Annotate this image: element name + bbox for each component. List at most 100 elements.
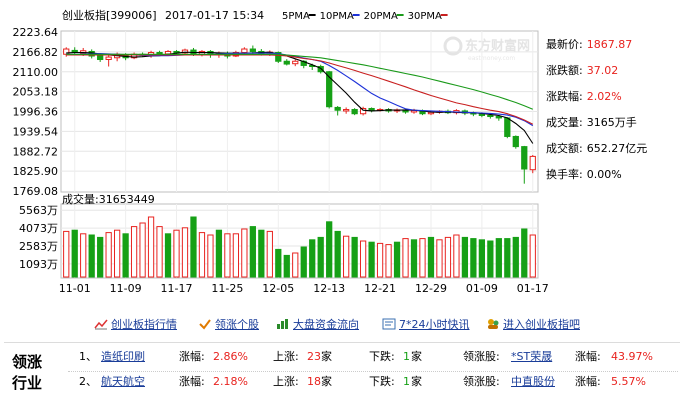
price-axis: 2223.64 2166.82 2110.00 2053.18 1996.36 1939.… bbox=[13, 26, 59, 198]
stat-turnover-amount: 成交额: 652.27亿元 bbox=[546, 142, 648, 155]
volume-bar bbox=[122, 233, 129, 278]
price-tick-label: 1769.08 bbox=[13, 185, 59, 198]
date-tick-label: 11-09 bbox=[110, 282, 142, 295]
volume-bar bbox=[114, 229, 121, 278]
volume-bar bbox=[164, 233, 172, 278]
volume-bar bbox=[436, 239, 443, 278]
candle-body bbox=[487, 114, 494, 118]
candle-body bbox=[292, 60, 299, 65]
candle-body bbox=[317, 66, 324, 73]
ma-legend: 5PMA 10PMA 20PMA 30PMA bbox=[282, 11, 448, 22]
volume-bar bbox=[461, 236, 469, 278]
ma-line-10pma bbox=[66, 52, 534, 127]
volume-bar bbox=[292, 252, 299, 278]
candle-body bbox=[326, 71, 333, 108]
row-divider bbox=[68, 371, 678, 372]
volume-tick-label: 5563万 bbox=[19, 204, 58, 217]
volume-bar bbox=[317, 236, 324, 278]
candle-series bbox=[63, 45, 536, 184]
candle-body bbox=[241, 48, 248, 54]
link-market-fund-flow[interactable]: 大盘资金流向 bbox=[276, 316, 359, 332]
link-24h-news[interactable]: 7*24小时快讯 bbox=[382, 316, 470, 332]
volume-bar bbox=[410, 239, 418, 278]
candle-body bbox=[283, 60, 290, 65]
link-index-forum[interactable]: 进入创业板指吧 bbox=[486, 316, 580, 332]
candle-body bbox=[173, 50, 180, 54]
candle-body bbox=[97, 55, 104, 61]
price-tick-label: 1939.54 bbox=[13, 125, 59, 138]
candle-body bbox=[63, 48, 70, 55]
candle-body bbox=[275, 52, 282, 62]
ma-line-30pma bbox=[66, 54, 534, 125]
trend-chart-icon bbox=[94, 319, 108, 330]
volume-bar bbox=[368, 241, 375, 278]
leading-stock-link[interactable]: 中直股份 bbox=[511, 375, 555, 388]
candle-body bbox=[521, 146, 528, 170]
candle-body bbox=[105, 56, 112, 61]
date-tick-label: 11-01 bbox=[59, 282, 91, 295]
candle-body bbox=[512, 135, 519, 148]
volume-bar bbox=[359, 240, 367, 278]
ma-legend-label: 10PMA bbox=[320, 11, 354, 22]
candle-body bbox=[334, 106, 341, 111]
stat-change-percent: 涨跌幅: 2.02% bbox=[546, 90, 622, 103]
volume-bar bbox=[130, 226, 138, 278]
volume-bar bbox=[470, 238, 477, 278]
chart-datetime: 2017-01-17 15:34 bbox=[165, 9, 264, 22]
volume-bar bbox=[63, 230, 70, 278]
link-leading-stocks[interactable]: 领涨个股 bbox=[198, 316, 259, 332]
volume-bar bbox=[181, 227, 189, 278]
eastmoney-watermark: 东方财富网 eastmoney.com bbox=[443, 36, 530, 62]
volume-bar bbox=[343, 235, 350, 278]
volume-bar bbox=[258, 229, 265, 278]
volume-bar bbox=[402, 238, 409, 278]
volume-bar bbox=[139, 222, 146, 278]
date-tick-label: 11-17 bbox=[161, 282, 193, 295]
clock-news-icon bbox=[382, 318, 396, 330]
quote-stats: 最新价: 1867.87 涨跌额: 37.02 涨跌幅: 2.02% 成交量: 3165… bbox=[546, 32, 682, 188]
volume-bar bbox=[224, 233, 231, 278]
price-tick-label: 2166.82 bbox=[13, 46, 59, 59]
index-name-code: 创业板指[399006] bbox=[62, 8, 157, 22]
candle-body bbox=[495, 116, 502, 119]
date-tick-label: 12-21 bbox=[364, 282, 396, 295]
ma-legend-label: 20PMA bbox=[364, 11, 398, 22]
date-tick-label: 01-17 bbox=[517, 282, 549, 295]
date-tick-label: 12-29 bbox=[415, 282, 447, 295]
price-tick-label: 2053.18 bbox=[13, 86, 59, 99]
volume-bar bbox=[300, 246, 307, 278]
leading-sectors-title: 领涨行业 bbox=[12, 353, 43, 392]
stat-turnover-rate: 换手率: 0.00% bbox=[546, 168, 622, 181]
forum-people-icon bbox=[488, 319, 499, 329]
kline-chart: 创业板指[399006] 2017-01-17 15:34 5PMA 10PMA 2… bbox=[13, 8, 549, 295]
volume-bar bbox=[232, 233, 240, 278]
volume-bar bbox=[88, 234, 95, 278]
leading-stock-icon bbox=[199, 319, 211, 330]
sector-change: 2.86% bbox=[213, 350, 248, 363]
ma-legend-label: 5PMA bbox=[282, 11, 310, 22]
volume-bar bbox=[156, 226, 163, 278]
volume-tick-label: 4073万 bbox=[19, 222, 58, 235]
date-axis: 11-01 11-09 11-17 11-25 12-05 12-13 12-21 12-29… bbox=[59, 282, 549, 295]
volume-bar bbox=[215, 229, 223, 278]
candle-body bbox=[529, 155, 536, 171]
quick-links-bar: 创业板指行情 领涨个股 大盘资金流向 7*24小时快讯 进入创业板指吧 bbox=[94, 316, 594, 334]
volume-bar bbox=[393, 241, 401, 278]
ma-legend-label: 30PMA bbox=[408, 11, 442, 22]
svg-text:东方财富网: 东方财富网 bbox=[465, 38, 530, 54]
leading-stock-link[interactable]: *ST荣晟 bbox=[511, 350, 553, 363]
volume-bar bbox=[97, 236, 104, 278]
sector-name-link[interactable]: 航天航空 bbox=[101, 375, 145, 388]
volume-bar bbox=[487, 240, 494, 278]
ma-line-5pma bbox=[66, 51, 534, 144]
price-tick-label: 2110.00 bbox=[13, 66, 59, 79]
date-tick-label: 12-05 bbox=[262, 282, 294, 295]
link-index-quote[interactable]: 创业板指行情 bbox=[94, 316, 177, 332]
volume-bar bbox=[504, 238, 511, 278]
volume-bar bbox=[147, 216, 155, 278]
volume-bar bbox=[427, 236, 435, 278]
volume-bar bbox=[241, 228, 248, 278]
sector-name-link[interactable]: 造纸印刷 bbox=[101, 350, 145, 363]
